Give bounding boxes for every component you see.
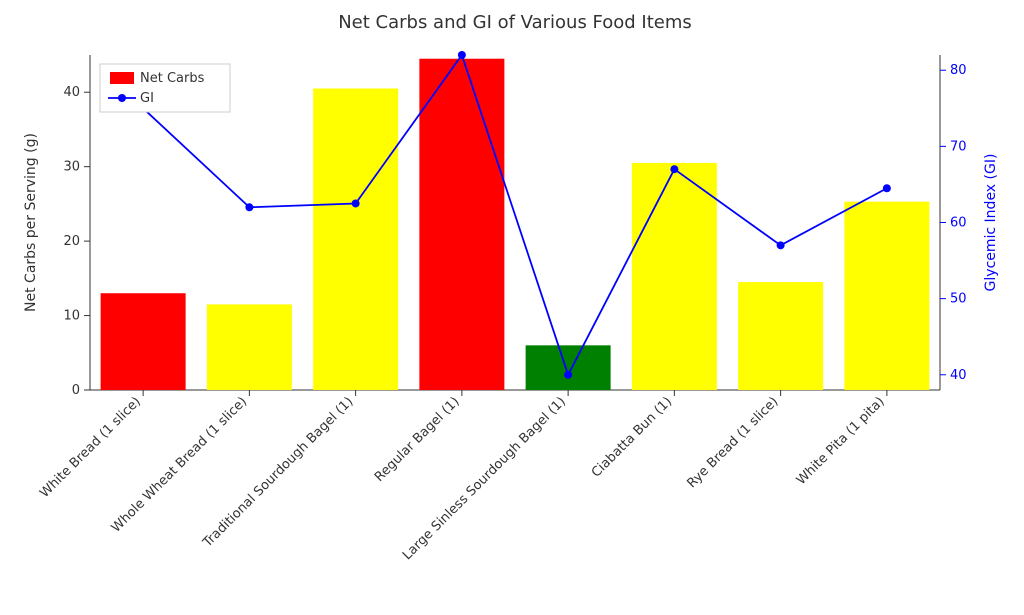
y-right-tick-label: 70	[950, 139, 967, 154]
gi-marker	[777, 241, 785, 249]
gi-marker	[458, 51, 466, 59]
y-left-tick-label: 20	[63, 234, 80, 249]
y-left-axis-label: Net Carbs per Serving (g)	[23, 133, 39, 312]
chart-container: Net Carbs and GI of Various Food Items 0 1…	[0, 0, 1024, 615]
y-right-tick-label: 80	[950, 63, 967, 78]
bar	[101, 293, 186, 390]
bar	[207, 304, 292, 390]
bar	[738, 282, 823, 390]
y-right-tick-label: 60	[950, 216, 967, 231]
y-right-axis-label: Glycemic Index (GI)	[983, 154, 999, 292]
y-left-tick-label: 0	[72, 383, 80, 398]
gi-marker	[670, 165, 678, 173]
legend-label-bars: Net Carbs	[140, 71, 205, 86]
gi-marker	[245, 203, 253, 211]
legend-swatch-bars	[110, 72, 134, 84]
y-right-tick-label: 50	[950, 292, 967, 307]
y-left-tick-label: 10	[63, 309, 80, 324]
gi-marker	[352, 199, 360, 207]
y-right-tick-label: 40	[950, 368, 967, 383]
chart-svg: Net Carbs and GI of Various Food Items 0 1…	[0, 0, 1024, 615]
bar	[419, 59, 504, 390]
bar	[844, 202, 929, 390]
gi-marker	[564, 371, 572, 379]
legend-swatch-line-marker	[118, 94, 126, 102]
gi-marker	[883, 184, 891, 192]
legend-label-line: GI	[140, 91, 154, 106]
chart-title: Net Carbs and GI of Various Food Items	[338, 12, 692, 33]
y-left-tick-label: 30	[63, 160, 80, 175]
bar	[632, 163, 717, 390]
y-left-tick-label: 40	[63, 85, 80, 100]
bar	[313, 89, 398, 391]
bar	[526, 345, 611, 390]
